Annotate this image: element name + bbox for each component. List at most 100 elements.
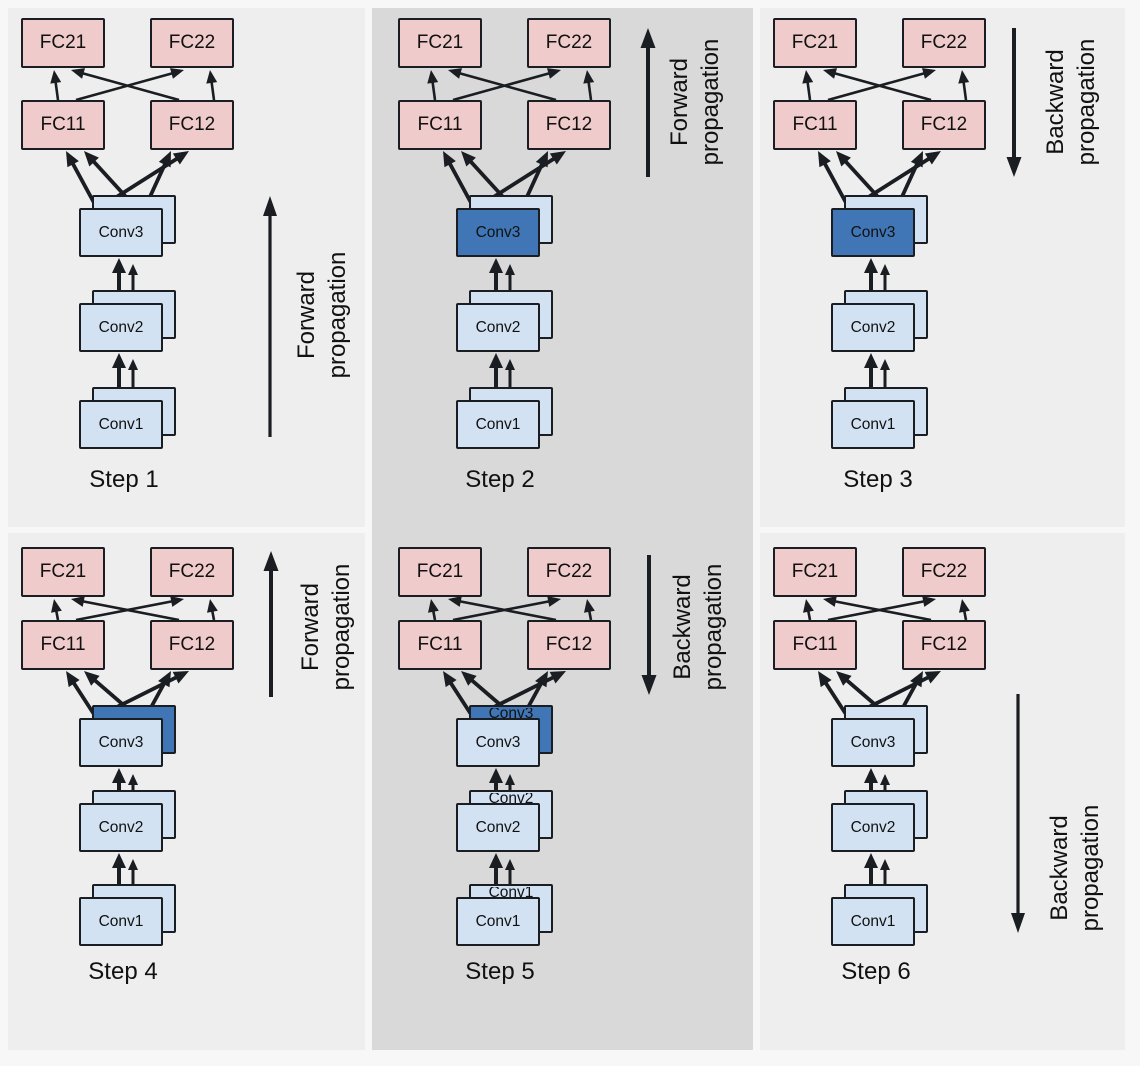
step-panel-2: FC21 FC22 FC11 FC12 Conv3 Conv2 Conv1 Forward pr… <box>372 8 753 527</box>
arrow-head <box>818 151 831 168</box>
arrow-head <box>547 596 561 607</box>
conv-back-box-peek-label: Conv2 <box>488 793 534 803</box>
arrow-shaft <box>431 80 437 101</box>
arrow-head <box>172 671 189 684</box>
propagation-label: Forward propagation <box>664 0 726 237</box>
arrow-head <box>112 353 126 368</box>
conv-front-box: Conv3 <box>456 208 540 257</box>
arrow-head <box>128 359 138 370</box>
arrow-shaft <box>827 71 926 102</box>
propagation-label: Forward propagation <box>295 492 357 762</box>
connection-arrows <box>803 596 1025 933</box>
arrow-head <box>128 774 138 785</box>
arrow-head <box>549 151 566 165</box>
arrow-head <box>880 859 890 870</box>
fc22-box: FC22 <box>527 547 611 597</box>
arrow-head <box>505 774 515 785</box>
arrow-head <box>549 671 566 684</box>
arrow-shaft <box>458 71 557 102</box>
arrow-head <box>880 264 890 275</box>
arrow-head <box>547 68 561 79</box>
arrow-shaft <box>114 675 179 710</box>
arrow-head <box>864 353 878 368</box>
step-panel-5: FC21 FC22 FC11 FC12 Conv3 Conv3 Conv2 Conv2 Conv… <box>372 533 753 1050</box>
arrow-head <box>583 70 595 84</box>
fc21-box: FC21 <box>773 547 857 597</box>
arrow-head <box>640 28 656 48</box>
arrow-head <box>428 599 439 613</box>
step-label: Step 5 <box>465 958 535 985</box>
fc11-box: FC11 <box>773 620 857 670</box>
arrow-shaft <box>833 599 932 622</box>
arrow-shaft <box>75 71 174 102</box>
step-panel-3: FC21 FC22 FC11 FC12 Conv3 Conv2 Conv1 Backward p… <box>760 8 1125 527</box>
arrow-shaft <box>54 80 60 101</box>
conv-front-box: Conv1 <box>831 400 915 449</box>
arrow-head <box>802 70 814 84</box>
arrow-shaft <box>81 71 180 102</box>
arrow-shaft <box>806 80 812 101</box>
arrow-head <box>864 853 878 868</box>
conv-front-box: Conv2 <box>456 803 540 852</box>
arrow-shaft <box>490 156 557 200</box>
fc22-box: FC22 <box>902 547 986 597</box>
conv-front-box: Conv3 <box>831 718 915 767</box>
arrow-head <box>172 151 189 165</box>
arrow-head <box>864 768 878 783</box>
fc11-box: FC11 <box>398 620 482 670</box>
step-label: Step 2 <box>465 466 535 493</box>
arrow-head <box>489 768 503 783</box>
fc21-box: FC21 <box>21 547 105 597</box>
arrow-head <box>427 70 439 84</box>
arrow-head <box>505 264 515 275</box>
arrow-head <box>448 596 462 607</box>
propagation-label-line1: Forward <box>293 270 320 360</box>
arrow-head <box>505 359 515 370</box>
arrow-head <box>1011 913 1025 933</box>
conv-front-box: Conv3 <box>79 208 163 257</box>
conv-back-box-peek-label: Conv3 <box>488 708 534 718</box>
panel-bg-col1-top <box>8 8 365 527</box>
arrow-head <box>84 151 99 167</box>
step-label: Step 3 <box>843 466 913 493</box>
conv-front-box: Conv1 <box>79 400 163 449</box>
arrow-shaft <box>491 675 556 710</box>
arrow-shaft <box>210 80 216 101</box>
arrow-head <box>50 70 62 84</box>
arrow-head <box>51 599 62 613</box>
propagation-label: Forward propagation <box>291 180 353 450</box>
fc21-box: FC21 <box>21 18 105 68</box>
arrow-shaft <box>833 71 932 102</box>
fc11-box: FC11 <box>773 100 857 150</box>
conv-front-box: Conv3 <box>831 208 915 257</box>
fc22-box: FC22 <box>902 18 986 68</box>
arrow-head <box>864 258 878 273</box>
arrow-head <box>443 151 456 168</box>
arrow-head <box>823 596 837 607</box>
arrow-head <box>836 151 851 167</box>
conv-front-box: Conv1 <box>456 400 540 449</box>
arrow-shaft <box>587 80 593 101</box>
fc22-box: FC22 <box>150 18 234 68</box>
arrow-head <box>489 258 503 273</box>
propagation-label-line1: Backward <box>669 574 696 680</box>
arrow-shaft <box>962 80 968 101</box>
fc22-box: FC22 <box>527 18 611 68</box>
fc21-box: FC21 <box>773 18 857 68</box>
conv-front-box: Conv1 <box>79 897 163 946</box>
arrow-shaft <box>865 156 932 200</box>
conv-front-box: Conv3 <box>456 718 540 767</box>
fc11-box: FC11 <box>21 620 105 670</box>
arrow-head <box>170 596 184 607</box>
arrow-head <box>112 853 126 868</box>
arrow-head <box>823 68 837 79</box>
arrow-head <box>836 671 852 686</box>
arrow-head <box>924 671 941 684</box>
panel-bg-col2 <box>372 8 753 1050</box>
arrow-head <box>443 671 457 688</box>
arrow-head <box>84 671 100 686</box>
arrow-head <box>803 599 814 613</box>
arrow-head <box>263 196 277 216</box>
arrow-head <box>958 70 970 84</box>
